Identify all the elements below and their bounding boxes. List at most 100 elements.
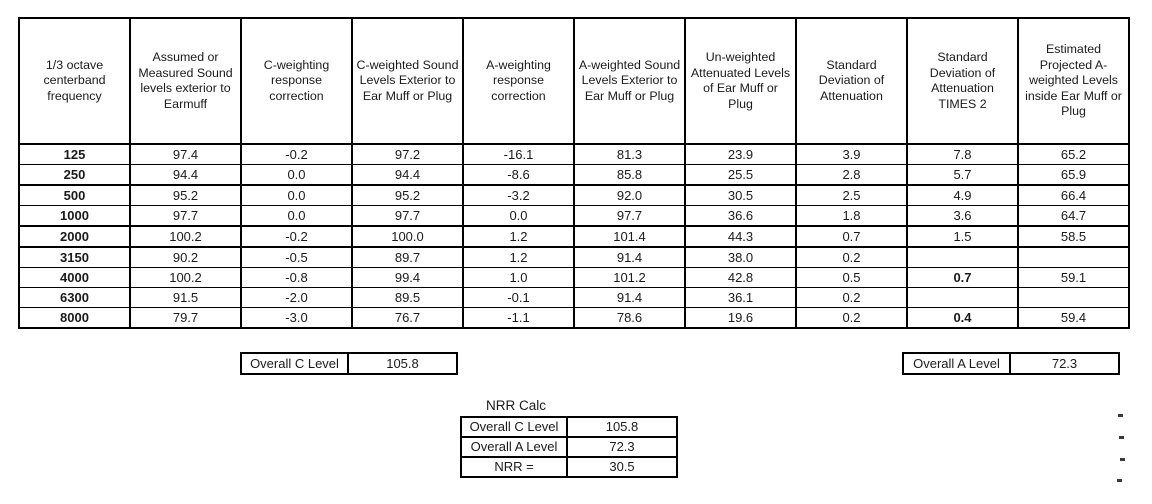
stray-mark xyxy=(1117,479,1122,482)
stray-mark xyxy=(1118,414,1123,417)
value-cell: 79.7 xyxy=(129,307,242,329)
value-cell: 91.5 xyxy=(129,287,242,308)
value-cell: 95.2 xyxy=(351,184,464,206)
column-header-std-dev-x2: Standard Deviation of Attenuation TIMES … xyxy=(906,17,1019,145)
value-cell xyxy=(906,287,1019,308)
table-row: 6300 91.5 -2.0 89.5 -0.1 91.4 36.1 0.2 xyxy=(18,287,1130,308)
nrr-row: NRR = 30.5 xyxy=(460,456,678,478)
frequency-cell: 500 xyxy=(18,184,131,206)
frequency-cell: 250 xyxy=(18,164,131,186)
value-cell: 1.0 xyxy=(462,267,575,288)
value-cell: 30.5 xyxy=(684,184,797,206)
column-header-a-weighted: A-weighted Sound Levels Exterior to Ear … xyxy=(573,17,686,145)
nrr-overall-c-value: 105.8 xyxy=(566,416,678,438)
frequency-cell: 6300 xyxy=(18,287,131,308)
value-cell: 1.2 xyxy=(462,246,575,268)
overall-a-level-label: Overall A Level xyxy=(904,354,1011,373)
nrr-overall-c-label: Overall C Level xyxy=(460,416,568,438)
nrr-calc-table: Overall C Level 105.8 Overall A Level 72… xyxy=(460,416,678,478)
value-cell: 3.9 xyxy=(795,143,908,165)
value-cell: 0.0 xyxy=(240,184,353,206)
value-cell: 65.9 xyxy=(1017,164,1130,186)
value-cell: -0.5 xyxy=(240,246,353,268)
overall-a-level-box: Overall A Level 72.3 xyxy=(902,352,1120,375)
value-cell: 100.2 xyxy=(129,267,242,288)
value-cell: -0.2 xyxy=(240,143,353,165)
nrr-overall-a-value: 72.3 xyxy=(566,436,678,458)
value-cell: 89.5 xyxy=(351,287,464,308)
value-cell: -0.1 xyxy=(462,287,575,308)
value-cell: 23.9 xyxy=(684,143,797,165)
value-cell: 7.8 xyxy=(906,143,1019,165)
value-cell: 0.0 xyxy=(240,205,353,227)
overall-c-level-value: 105.8 xyxy=(386,356,419,371)
value-cell: 85.8 xyxy=(573,164,686,186)
frequency-cell: 2000 xyxy=(18,225,131,248)
column-header-unweighted: Un-weighted Attenuated Levels of Ear Muf… xyxy=(684,17,797,145)
value-cell: 97.7 xyxy=(351,205,464,227)
value-cell: 0.2 xyxy=(795,287,908,308)
column-header-std-dev: Standard Deviation of Attenuation xyxy=(795,17,908,145)
column-header-c-correction: C-weighting response correction xyxy=(240,17,353,145)
column-header-frequency: 1/3 octave centerband frequency xyxy=(18,17,131,145)
header-row: 1/3 octave centerband frequency Assumed … xyxy=(18,17,1130,145)
value-cell: -0.8 xyxy=(240,267,353,288)
overall-c-level-label: Overall C Level xyxy=(242,354,349,373)
value-cell: -8.6 xyxy=(462,164,575,186)
frequency-cell: 1000 xyxy=(18,205,131,227)
value-cell: 78.6 xyxy=(573,307,686,329)
overall-c-level-box: Overall C Level 105.8 xyxy=(240,352,458,375)
value-cell: 36.1 xyxy=(684,287,797,308)
value-cell: 97.4 xyxy=(129,143,242,165)
table-row: 8000 79.7 -3.0 76.7 -1.1 78.6 19.6 0.2 0.4 59.4 xyxy=(18,307,1130,329)
attenuation-table: 1/3 octave centerband frequency Assumed … xyxy=(18,17,1130,329)
value-cell xyxy=(906,246,1019,268)
value-cell: 97.7 xyxy=(573,205,686,227)
value-cell: 100.2 xyxy=(129,225,242,248)
frequency-cell: 3150 xyxy=(18,246,131,268)
value-cell: 4.9 xyxy=(906,184,1019,206)
value-cell: 44.3 xyxy=(684,225,797,248)
frequency-cell: 125 xyxy=(18,143,131,165)
column-header-a-correction: A-weighting response correction xyxy=(462,17,575,145)
value-cell: 1.2 xyxy=(462,225,575,248)
value-cell: 0.0 xyxy=(462,205,575,227)
value-cell: -1.1 xyxy=(462,307,575,329)
value-cell: 19.6 xyxy=(684,307,797,329)
value-cell: -16.1 xyxy=(462,143,575,165)
value-cell: 94.4 xyxy=(129,164,242,186)
value-cell: 0.2 xyxy=(795,307,908,329)
value-cell: 101.4 xyxy=(573,225,686,248)
overall-a-level-value: 72.3 xyxy=(1051,356,1078,371)
table-row: 250 94.4 0.0 94.4 -8.6 85.8 25.5 2.8 5.7 65.9 xyxy=(18,164,1130,186)
value-cell: 66.4 xyxy=(1017,184,1130,206)
column-header-estimated: Estimated Projected A-weighted Levels in… xyxy=(1017,17,1130,145)
value-cell: 25.5 xyxy=(684,164,797,186)
column-header-assumed: Assumed or Measured Sound levels exterio… xyxy=(129,17,242,145)
table-row: 1000 97.7 0.0 97.7 0.0 97.7 36.6 1.8 3.6 64.7 xyxy=(18,205,1130,227)
value-cell: 58.5 xyxy=(1017,225,1130,248)
value-cell: 64.7 xyxy=(1017,205,1130,227)
value-cell: 0.5 xyxy=(795,267,908,288)
value-cell: 81.3 xyxy=(573,143,686,165)
value-cell: 59.1 xyxy=(1017,267,1130,288)
nrr-result-label: NRR = xyxy=(460,456,568,478)
nrr-calc-title: NRR Calc xyxy=(485,398,546,413)
value-cell: 0.7 xyxy=(906,267,1019,288)
table-row: 2000 100.2 -0.2 100.0 1.2 101.4 44.3 0.7 1.5 58.5 xyxy=(18,225,1130,248)
value-cell: 0.0 xyxy=(240,164,353,186)
value-cell: 1.8 xyxy=(795,205,908,227)
value-cell: 1.5 xyxy=(906,225,1019,248)
value-cell xyxy=(1017,246,1130,268)
value-cell: 97.2 xyxy=(351,143,464,165)
nrr-result-value: 30.5 xyxy=(566,456,678,478)
value-cell xyxy=(1017,287,1130,308)
nrr-row: Overall A Level 72.3 xyxy=(460,436,678,458)
table-row: 4000 100.2 -0.8 99.4 1.0 101.2 42.8 0.5 0.7 59.1 xyxy=(18,267,1130,288)
value-cell: -3.0 xyxy=(240,307,353,329)
value-cell: 38.0 xyxy=(684,246,797,268)
value-cell: 99.4 xyxy=(351,267,464,288)
value-cell: 65.2 xyxy=(1017,143,1130,165)
value-cell: 89.7 xyxy=(351,246,464,268)
